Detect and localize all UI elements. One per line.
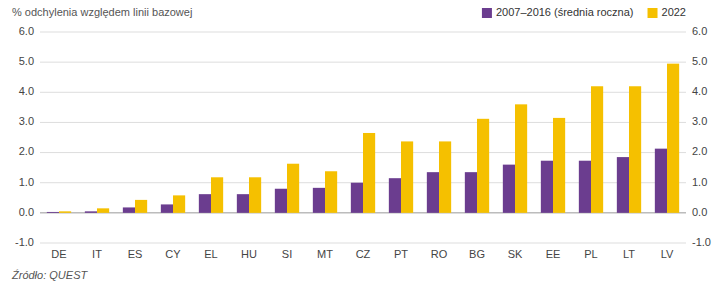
bar	[617, 157, 629, 213]
x-tick-label: DE	[51, 248, 66, 260]
legend-swatch	[482, 8, 492, 18]
x-tick-label: CY	[165, 248, 181, 260]
bar	[439, 141, 451, 212]
bar	[389, 178, 401, 213]
bar	[591, 86, 603, 213]
y2-tick-label: 2.0	[692, 145, 707, 157]
x-tick-label: SK	[508, 248, 523, 260]
background	[0, 0, 726, 287]
bar	[579, 161, 591, 213]
grid-line	[40, 243, 686, 244]
legend-swatch	[648, 8, 658, 18]
bar	[173, 195, 185, 212]
y-tick-label: 0.0	[19, 206, 34, 218]
bar	[275, 189, 287, 213]
bar	[59, 211, 71, 213]
bar	[135, 200, 147, 213]
bar	[363, 133, 375, 213]
bar	[249, 177, 261, 213]
legend-label: 2007–2016 (średnia roczna)	[496, 6, 634, 18]
x-tick-label: CZ	[356, 248, 371, 260]
bar	[629, 86, 641, 213]
y-tick-label: -1.0	[15, 236, 34, 248]
bar	[465, 172, 477, 213]
x-tick-label: ES	[128, 248, 143, 260]
y-tick-label: 2.0	[19, 145, 34, 157]
bars	[47, 64, 679, 213]
y-tick-label: 4.0	[19, 85, 34, 97]
source-note: Źródło: QUEST	[11, 269, 88, 281]
grid	[40, 32, 686, 243]
bar	[427, 172, 439, 213]
y2-tick-label: 5.0	[692, 55, 707, 67]
bar	[325, 171, 337, 213]
bar	[123, 207, 135, 212]
bar	[667, 64, 679, 213]
y-tick-label: 3.0	[19, 115, 34, 127]
legend: 2007–2016 (średnia roczna) 2022	[482, 6, 686, 18]
x-tick-label: LT	[623, 248, 635, 260]
bar	[503, 165, 515, 213]
x-tick-label: LV	[661, 248, 674, 260]
y2-tick-label: 4.0	[692, 85, 707, 97]
bar	[85, 211, 97, 213]
x-tick-label: BG	[469, 248, 485, 260]
x-tick-label: EE	[546, 248, 561, 260]
y2-tick-label: 3.0	[692, 115, 707, 127]
bar	[477, 119, 489, 213]
bar	[351, 183, 363, 213]
grid-line	[40, 122, 686, 123]
y2-tick-label: 0.0	[692, 206, 707, 218]
x-tick-label: PT	[394, 248, 408, 260]
legend-label: 2022	[662, 6, 686, 18]
bar	[287, 164, 299, 213]
y2-tick-label: 6.0	[692, 25, 707, 37]
grid-line	[40, 62, 686, 63]
x-tick-label: PL	[584, 248, 597, 260]
bar	[553, 118, 565, 213]
y2-tick-label: -1.0	[692, 236, 711, 248]
x-tick-label: MT	[317, 248, 333, 260]
bar	[47, 211, 59, 213]
x-tick-label: IT	[92, 248, 102, 260]
bar	[401, 141, 413, 212]
grid-line	[40, 32, 686, 33]
bar	[541, 161, 553, 213]
x-tick-label: HU	[241, 248, 257, 260]
y-tick-label: 6.0	[19, 25, 34, 37]
y-axis-label: % odchylenia względem linii bazowej	[12, 6, 192, 18]
y-tick-label: 5.0	[19, 55, 34, 67]
chart: -1.0 0.0 1.0 2.0 3.0 4.0 5.0 6.0 -1.0 0.0 1.0 2.0 3.…	[0, 0, 726, 287]
y2-tick-label: 1.0	[692, 176, 707, 188]
bar	[515, 104, 527, 213]
y-tick-label: 1.0	[19, 176, 34, 188]
bar	[655, 149, 667, 213]
bar	[237, 194, 249, 213]
bar	[211, 177, 223, 213]
bar	[313, 188, 325, 213]
bar	[199, 194, 211, 213]
x-tick-label: EL	[204, 248, 217, 260]
grid-line	[40, 92, 686, 93]
bar	[97, 208, 109, 213]
x-tick-label: RO	[431, 248, 448, 260]
bar	[161, 204, 173, 212]
x-tick-label: SI	[282, 248, 292, 260]
